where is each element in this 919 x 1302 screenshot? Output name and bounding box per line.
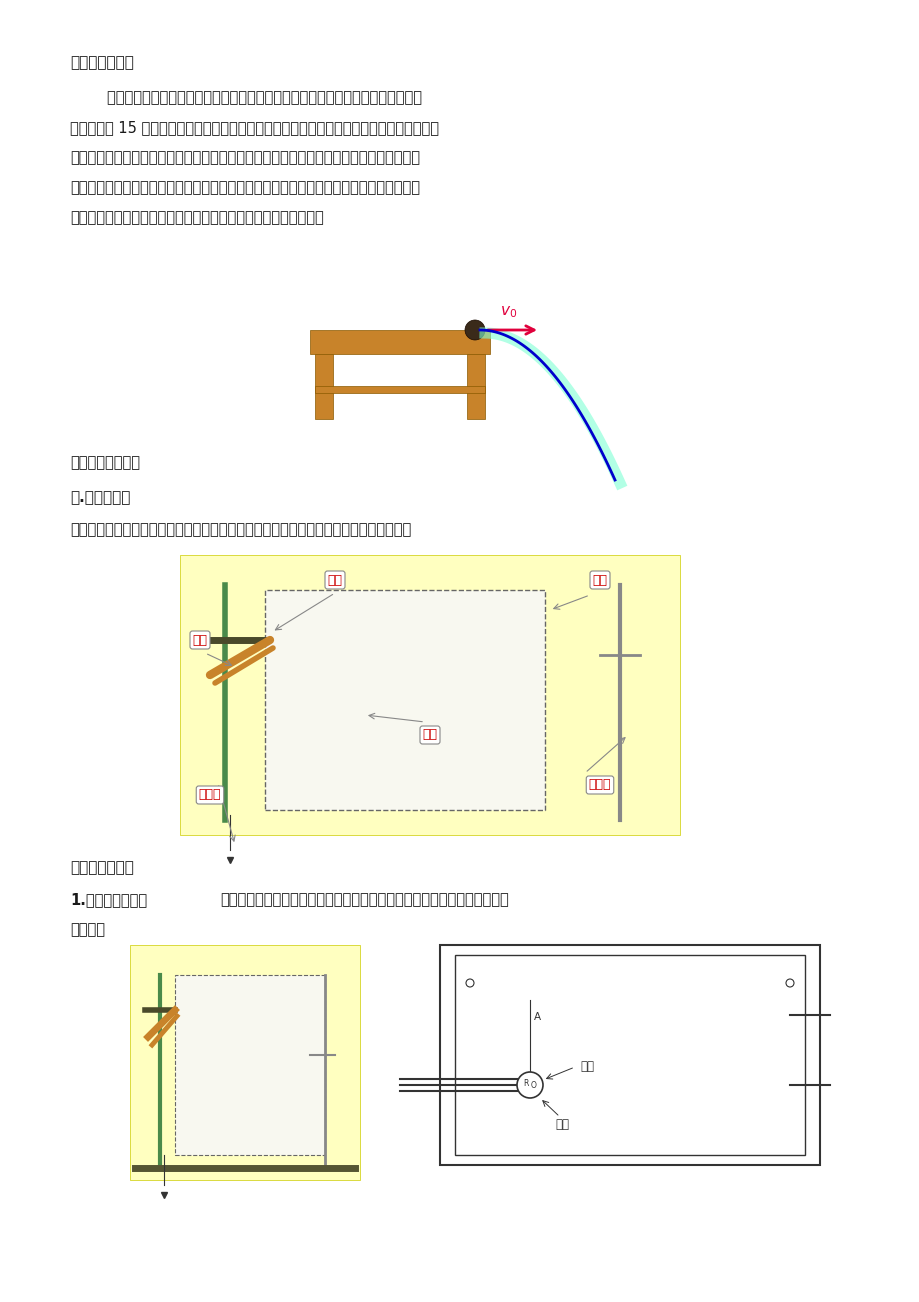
- Text: 持水平。: 持水平。: [70, 922, 105, 937]
- Text: 铁架台: 铁架台: [588, 779, 610, 792]
- Bar: [439, 945, 819, 1165]
- Bar: [314, 354, 333, 419]
- Text: 秒钟拍摄约 15 帧照片。可以用它拍摄小球从水平桌面飞出后做平抛运动的几张连续照片。如: 秒钟拍摄约 15 帧照片。可以用它拍摄小球从水平桌面飞出后做平抛运动的几张连续照…: [70, 120, 438, 135]
- Text: A: A: [533, 1012, 540, 1022]
- Text: 用数码照相机或数码摄像机记录平抛运动的轨迹。数码相机大多具有摄像功能，每: 用数码照相机或数码摄像机记录平抛运动的轨迹。数码相机大多具有摄像功能，每: [70, 90, 422, 105]
- Text: 果用数学课上画函数图象的方格黑板做背景，就可以根据照片上小球的位置在方格纸上画出: 果用数学课上画函数图象的方格黑板做背景，就可以根据照片上小球的位置在方格纸上画出: [70, 150, 420, 165]
- Text: 白纸: 白纸: [422, 729, 437, 742]
- Text: $v_0$: $v_0$: [499, 305, 516, 320]
- Text: 位移，就很容易判断小球做平抛运动时在水平方向上的运动特点。: 位移，就很容易判断小球做平抛运动时在水平方向上的运动特点。: [70, 210, 323, 225]
- Text: 用图钉把坐标纸钉在竖直木板上，在木板的左上角固定斜槽，并使其末端保: 用图钉把坐标纸钉在竖直木板上，在木板的左上角固定斜槽，并使其末端保: [220, 892, 508, 907]
- Bar: [455, 954, 804, 1155]
- Text: 三.实验器材：: 三.实验器材：: [70, 490, 130, 505]
- Bar: [467, 354, 484, 419]
- Text: 槽口: 槽口: [554, 1118, 568, 1131]
- Text: R: R: [523, 1078, 528, 1087]
- Circle shape: [464, 320, 484, 340]
- Bar: [314, 385, 484, 393]
- Text: 小球的轨迹。由于相邻两帧照片间的时间间隔是相等的，只要测量相邻两照片上小球的水平: 小球的轨迹。由于相邻两帧照片间的时间间隔是相等的，只要测量相邻两照片上小球的水平: [70, 180, 420, 195]
- Text: 小球: 小球: [327, 573, 342, 586]
- Text: 四．实验步骤：: 四．实验步骤：: [70, 861, 134, 875]
- Bar: [310, 329, 490, 354]
- Text: 斜槽: 斜槽: [192, 634, 208, 647]
- Text: 方案三：照相法: 方案三：照相法: [70, 55, 134, 70]
- Circle shape: [516, 1072, 542, 1098]
- Text: O: O: [530, 1082, 537, 1091]
- Text: 木板: 木板: [592, 573, 607, 586]
- Bar: [175, 975, 324, 1155]
- Text: 铅垂线: 铅垂线: [199, 789, 221, 802]
- Bar: [130, 945, 359, 1180]
- Text: 斜槽、小球、木板、白纸（可先画上坐标格）、图钉、铅垂线、直尺、三角板、铅笔等。: 斜槽、小球、木板、白纸（可先画上坐标格）、图钉、铅垂线、直尺、三角板、铅笔等。: [70, 522, 411, 536]
- Text: 小球: 小球: [579, 1061, 594, 1074]
- Text: 1.安装调整斜槽：: 1.安装调整斜槽：: [70, 892, 147, 907]
- Text: 主要讲解描迹法。: 主要讲解描迹法。: [70, 454, 140, 470]
- Bar: [180, 555, 679, 835]
- Bar: [265, 590, 544, 810]
